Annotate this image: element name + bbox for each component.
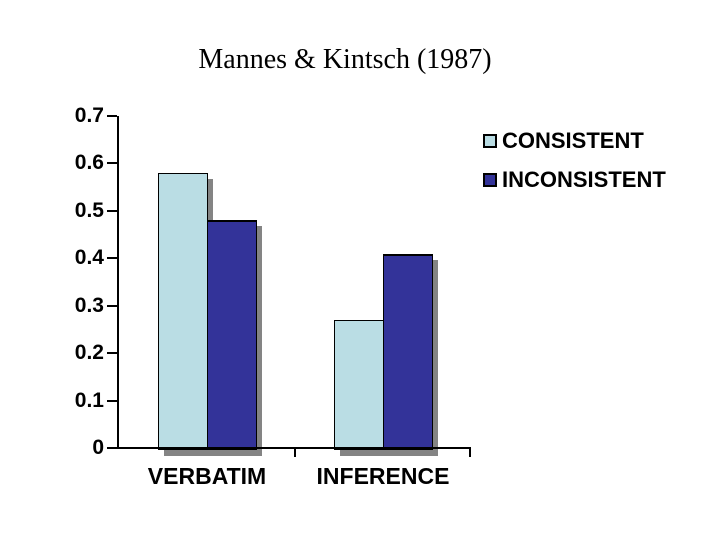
y-tick-label: 0.7 [74, 104, 104, 127]
legend-row-consistent: CONSISTENT [483, 128, 666, 154]
y-tick-label: 0.3 [74, 293, 104, 317]
y-tick-mark [107, 447, 117, 449]
x-tick-mark [294, 449, 296, 457]
y-tick-label: 0.1 [74, 388, 104, 412]
x-category-label-verbatim: VERBATIM [147, 463, 267, 489]
x-category-label-inference: INFERENCE [316, 463, 450, 489]
chart-legend: CONSISTENT INCONSISTENT [483, 128, 666, 206]
y-tick-mark [107, 399, 117, 402]
bar-inconsistent-inference [383, 254, 433, 450]
x-tick-mark [469, 449, 471, 457]
bar-consistent-inference [334, 320, 384, 450]
y-tick-mark [107, 162, 117, 165]
y-tick-mark [107, 209, 117, 212]
legend-swatch-inconsistent-icon [483, 173, 497, 187]
y-tick-label: 0.2 [74, 341, 104, 365]
legend-label-consistent: CONSISTENT [502, 128, 644, 153]
y-axis-line [117, 116, 119, 448]
y-tick-mark [107, 304, 117, 307]
y-tick-label: 0 [92, 436, 104, 459]
chart-title: Mannes & Kintsch (1987) [198, 44, 492, 75]
y-tick-label: 0.4 [74, 246, 104, 270]
y-tick-mark [107, 257, 117, 260]
bar-inconsistent-verbatim [207, 220, 257, 450]
legend-row-inconsistent: INCONSISTENT [483, 167, 666, 193]
y-tick-mark [107, 115, 117, 117]
legend-swatch-consistent-icon [483, 134, 497, 148]
legend-label-inconsistent: INCONSISTENT [502, 167, 666, 192]
y-tick-mark [107, 352, 117, 355]
y-tick-label: 0.5 [74, 198, 104, 222]
x-axis-line [117, 447, 471, 449]
y-tick-label: 0.6 [74, 151, 104, 175]
bar-consistent-verbatim [158, 173, 208, 450]
